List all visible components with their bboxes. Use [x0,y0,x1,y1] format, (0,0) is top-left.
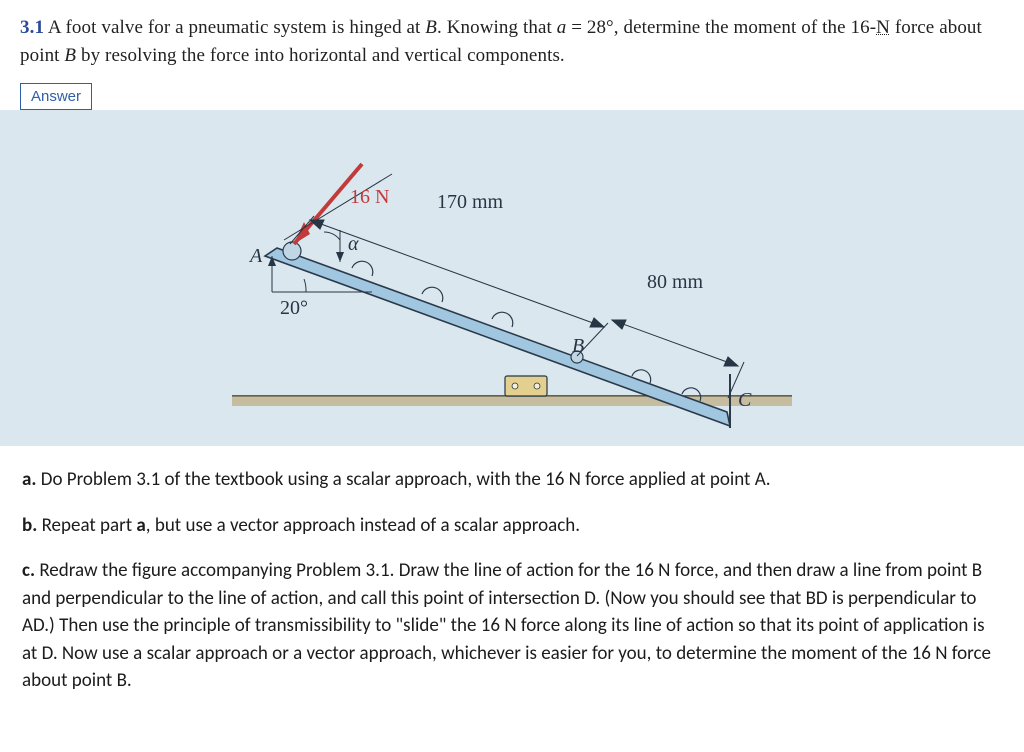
hinge-point: B [425,17,437,38]
dim-bc-label: 80 mm [647,271,704,293]
part-a-label: a. [22,468,36,491]
point-b: B [64,45,76,66]
unit-n: N [876,17,890,38]
alpha-var: a [557,17,567,38]
part-c: c. Redraw the figure accompanying Proble… [22,557,1002,695]
foot-valve-diagram: 16 N 170 mm 80 mm 20° α A B C [232,128,792,428]
part-b-text1: Repeat part [37,514,136,537]
alpha-value: = 28° [566,17,613,38]
angle-20: 20° [280,297,308,319]
part-b: b. Repeat part a, but use a vector appro… [22,512,1002,540]
dim-ab-label: 170 mm [437,191,504,213]
support-block [505,376,547,396]
answer-button[interactable]: Answer [20,83,92,110]
label-c: C [738,389,752,411]
part-a: a. Do Problem 3.1 of the textbook using … [22,466,1002,494]
part-b-label: b. [22,514,37,537]
alpha-symbol: α [348,233,359,255]
problem-number: 3.1 [20,17,44,38]
text-seg: A foot valve for a pneumatic system is h… [44,17,425,38]
part-c-text: Redraw the figure accompanying Problem 3… [22,559,991,692]
force-label: 16 N [350,186,389,208]
text-seg: by resolving the force into horizontal a… [76,45,565,66]
problem-text: 3.1 A foot valve for a pneumatic system … [20,14,1004,69]
pedal-top-features [283,242,701,401]
label-a: A [248,245,263,267]
figure-container: 16 N 170 mm 80 mm 20° α A B C [0,110,1024,446]
text-seg: , determine the moment of the 16- [614,17,876,38]
part-b-ref: a [136,514,145,537]
part-c-label: c. [22,559,35,582]
label-b: B [572,335,584,357]
part-a-text: Do Problem 3.1 of the textbook using a s… [36,468,770,491]
text-seg: . Knowing that [437,17,557,38]
part-b-text2: , but use a vector approach instead of a… [146,514,580,537]
sub-parts: a. Do Problem 3.1 of the textbook using … [0,446,1024,725]
problem-statement: 3.1 A foot valve for a pneumatic system … [0,0,1024,110]
